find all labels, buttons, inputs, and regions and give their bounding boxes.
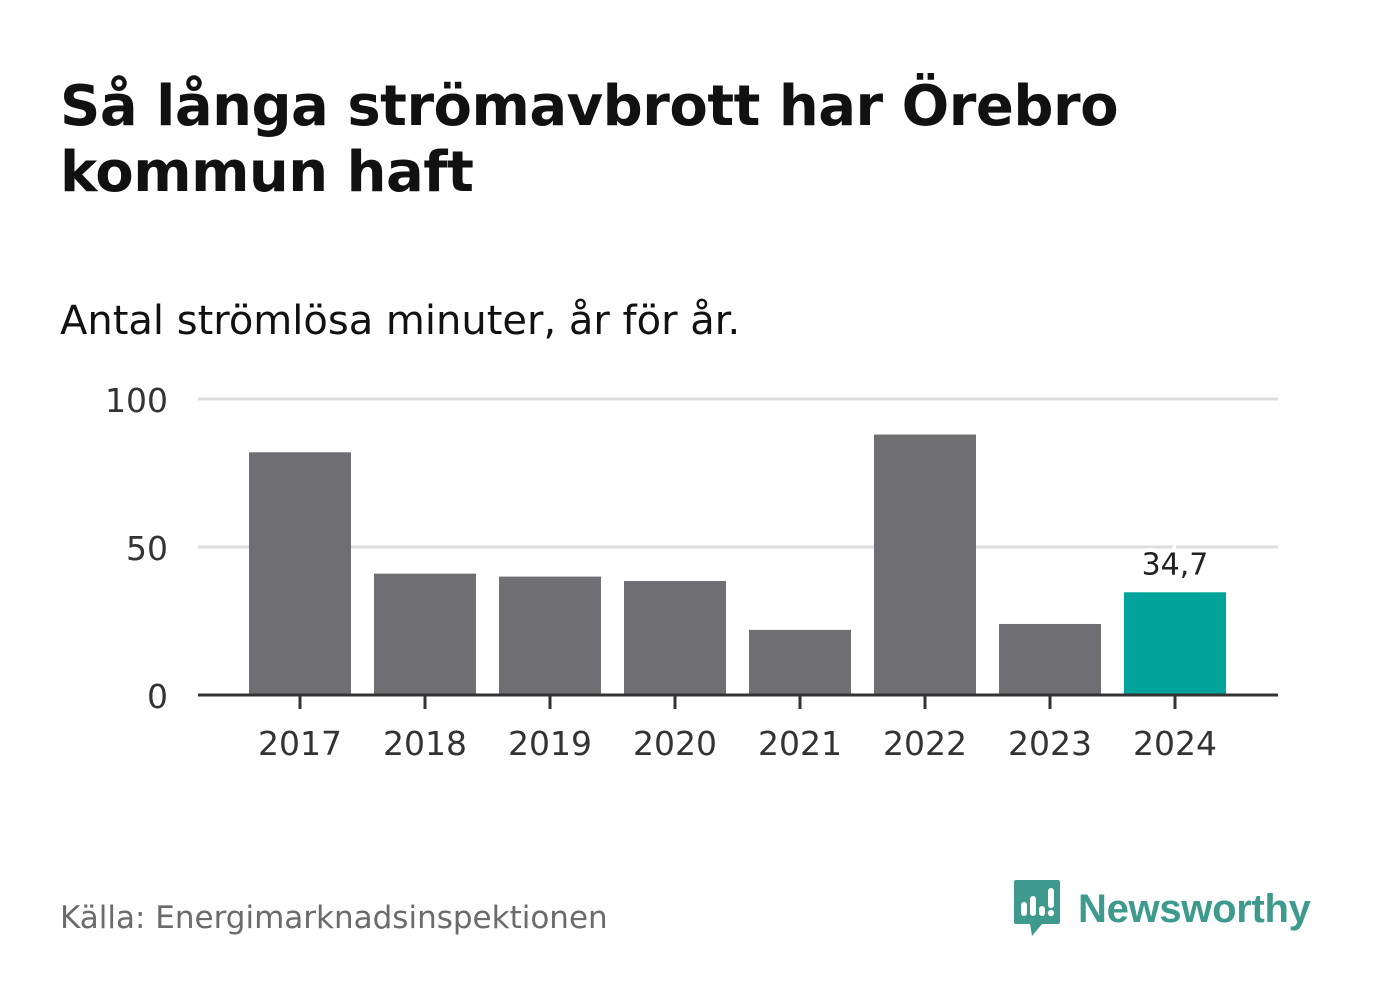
x-axis xyxy=(198,693,1278,709)
bar-2022 xyxy=(874,434,976,695)
bar-2020 xyxy=(624,581,726,695)
y-tick-label: 100 xyxy=(105,381,168,420)
x-tick-label: 2023 xyxy=(1008,724,1092,763)
bar-2024 xyxy=(1124,592,1226,695)
y-tick-labels: 0 50 100 xyxy=(105,381,168,716)
x-tick-label: 2017 xyxy=(258,724,342,763)
grid-lines xyxy=(198,397,1278,549)
source-note: Källa: Energimarknadsinspektionen xyxy=(60,900,608,936)
x-tick-labels: 2017 2018 2019 2020 2021 2022 2023 2024 xyxy=(258,724,1217,763)
newsworthy-logo-icon xyxy=(1014,880,1060,936)
bar-chart: 0 50 100 34,7 2017 2018 2019 2020 2021 2022 2023… xyxy=(105,381,1278,763)
chart-subtitle: Antal strömlösa minuter, år för år. xyxy=(60,298,741,344)
y-tick-label: 0 xyxy=(147,677,168,716)
bar-2018 xyxy=(374,573,476,695)
brand-name: Newsworthy xyxy=(1078,886,1311,931)
x-tick-label: 2022 xyxy=(883,724,967,763)
x-tick-label: 2020 xyxy=(633,724,717,763)
bar-2021 xyxy=(749,629,851,695)
x-tick-label: 2019 xyxy=(508,724,592,763)
brand-logo[interactable]: Newsworthy xyxy=(1012,878,1311,940)
bar-2019 xyxy=(499,576,601,695)
data-labels: 34,7 xyxy=(1138,543,1213,586)
chart-title: Så långa strömavbrott har Örebro kommun … xyxy=(60,74,1119,205)
y-tick-label: 50 xyxy=(126,529,168,568)
data-label: 34,7 xyxy=(1142,547,1209,582)
x-tick-label: 2018 xyxy=(383,724,467,763)
bar-2023 xyxy=(999,623,1101,695)
bars xyxy=(249,434,1226,695)
x-tick-label: 2021 xyxy=(758,724,842,763)
bar-2017 xyxy=(249,452,351,695)
x-tick-label: 2024 xyxy=(1133,724,1217,763)
